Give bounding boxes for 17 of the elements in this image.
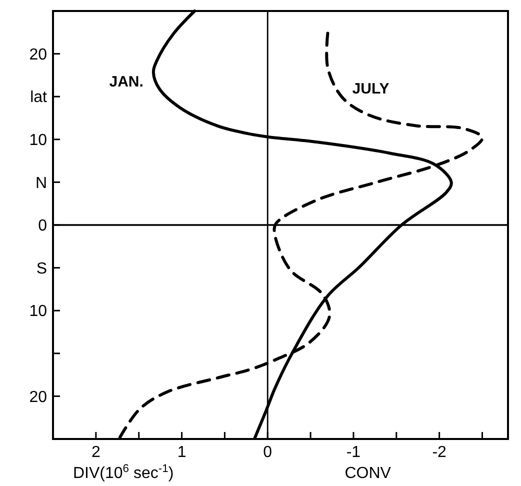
x-tick-label: 2 bbox=[91, 444, 100, 461]
y-tick-label: S bbox=[36, 260, 47, 278]
x-tick-label: 0 bbox=[263, 444, 272, 461]
x-tick-label: -2 bbox=[432, 444, 447, 461]
series-label: JAN. bbox=[109, 74, 144, 91]
y-tick-label: lat bbox=[30, 89, 48, 106]
x-tick-label: -1 bbox=[346, 444, 361, 461]
y-tick-label: 20 bbox=[29, 388, 48, 406]
y-tick-label: 10 bbox=[29, 132, 48, 149]
y-tick-label: 20 bbox=[29, 46, 48, 64]
text: CONV bbox=[344, 465, 392, 482]
y-tick-label: 0 bbox=[38, 218, 48, 235]
y-tick-label: N bbox=[35, 174, 47, 192]
y-tick-label: 10 bbox=[29, 303, 48, 320]
series-label: JULY bbox=[352, 80, 390, 98]
x-axis-title: DIV(10$^{6}$ sec$^{-1}$) bbox=[73, 463, 174, 482]
x-tick-label: 1 bbox=[177, 444, 186, 461]
